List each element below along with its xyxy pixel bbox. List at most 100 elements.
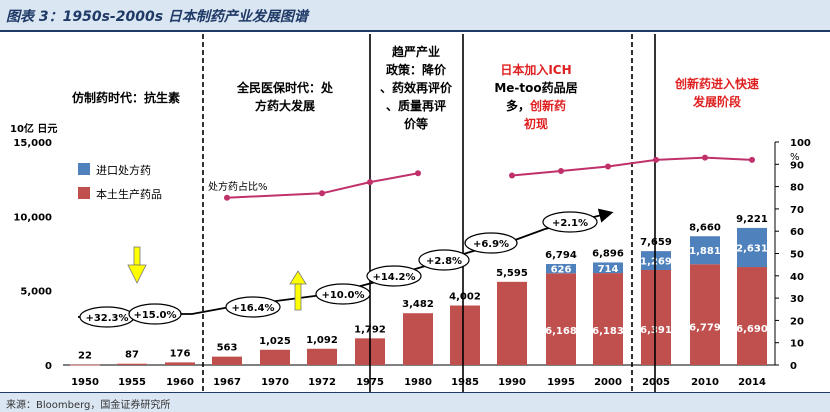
- growth-rate-label: +32.3%: [85, 313, 128, 324]
- header-bar: 图表 3：1950s-2000s 日本制药产业发展图谱: [0, 0, 830, 30]
- page-title: 图表 3：1950s-2000s 日本制药产业发展图谱: [6, 9, 308, 25]
- bar-domestic: [307, 348, 337, 365]
- rx-share-point: [224, 194, 230, 201]
- bar-total-label: 563: [217, 343, 238, 354]
- rx-share-point: [558, 167, 564, 174]
- left-tick-label: 10,000: [13, 212, 52, 223]
- x-tick-label: 1955: [118, 377, 146, 388]
- up-arrow-shaft: [294, 283, 302, 311]
- bar-total-label: 6,794: [545, 250, 577, 261]
- growth-rate-bubble: [418, 249, 470, 271]
- rx-share-line: [226, 172, 419, 199]
- left-axis-label: 10亿 日元: [10, 122, 57, 135]
- growth-rate-label: +10.0%: [321, 290, 364, 301]
- bar-total-label: 4,002: [449, 292, 481, 303]
- x-tick-label: 2014: [738, 377, 766, 388]
- era-label-policy: 趋严产业: [392, 44, 440, 59]
- header-rule: [0, 30, 830, 32]
- bar-domestic: [690, 264, 720, 365]
- x-tick-label: 1990: [498, 377, 526, 388]
- bar-domestic-label: 6,690: [736, 324, 768, 335]
- bar-total-label: 5,595: [496, 268, 528, 279]
- era-label-innovation-start: 初现: [524, 116, 548, 131]
- growth-rate-label: +14.2%: [372, 272, 415, 283]
- era-label-policy: 、药效再评价: [380, 80, 453, 95]
- left-tick-label: 5,000: [20, 287, 52, 298]
- x-tick-label: 1970: [261, 377, 289, 388]
- x-tick-label: 2005: [642, 377, 670, 388]
- bar-total-label: 1,092: [306, 335, 338, 346]
- x-tick-label: 1972: [308, 377, 336, 388]
- bar-total-label: 22: [78, 351, 92, 362]
- bar-domestic-label: 6,779: [689, 323, 721, 334]
- growth-rate-label: +16.4%: [231, 303, 274, 314]
- bar-import-label: 1,269: [640, 257, 672, 268]
- era-label-policy: 价等: [404, 116, 428, 131]
- rx-share-point: [702, 154, 708, 161]
- source-note: 来源：Bloomberg，国金证券研究所: [6, 400, 171, 411]
- right-axis-label: %: [790, 152, 800, 163]
- rx-share-line: [511, 156, 753, 177]
- right-tick-label: 90: [790, 160, 804, 171]
- growth-rate-bubble: [315, 283, 371, 305]
- bar-import: [737, 227, 767, 268]
- rx-share-point: [415, 170, 421, 177]
- x-tick-label: 1967: [213, 377, 241, 388]
- right-tick-label: 40: [790, 272, 804, 283]
- x-tick-label: 1995: [547, 377, 575, 388]
- bar-domestic-label: 6,391: [640, 325, 672, 336]
- bar-import: [641, 251, 671, 270]
- rx-share-point: [653, 156, 659, 163]
- bar-import-label: 1,881: [689, 246, 721, 257]
- era-label-innovation: 创新药进入快速: [674, 76, 759, 91]
- bar-domestic: [737, 267, 767, 365]
- rx-share-point: [319, 190, 325, 197]
- down-arrow-icon: [127, 264, 147, 284]
- bar-domestic: [593, 273, 623, 365]
- era-label-policy: 、质量再评: [386, 98, 446, 113]
- right-tick-label: 70: [790, 205, 804, 216]
- era-label-metoo-2: 多，创新药: [506, 98, 566, 113]
- bar-domestic: [260, 349, 290, 365]
- rx-share-point: [509, 172, 515, 179]
- growth-rate-bubble: [128, 303, 182, 325]
- right-tick-label: 50: [790, 250, 804, 261]
- bar-total-label: 1,025: [259, 336, 291, 347]
- bar-import-label: 714: [598, 264, 619, 275]
- growth-rate-label: +6.9%: [473, 239, 509, 250]
- growth-rate-label: +2.1%: [552, 218, 588, 229]
- down-arrow-shaft: [133, 246, 141, 266]
- bar-domestic: [165, 362, 195, 365]
- bar-import: [546, 263, 576, 274]
- right-tick-label: 100: [790, 138, 811, 149]
- right-tick-label: 20: [790, 316, 804, 327]
- bar-total-label: 3,482: [402, 299, 434, 310]
- bar-import: [690, 236, 720, 265]
- right-tick-label: 80: [790, 183, 804, 194]
- legend-label: 进口处方药: [96, 163, 151, 177]
- x-tick-label: 2010: [691, 377, 719, 388]
- x-tick-label: 1950: [71, 377, 99, 388]
- rx-share-point: [367, 179, 373, 186]
- bar-total-label: 8,660: [689, 222, 721, 233]
- bar-domestic: [497, 281, 527, 365]
- rx-share-point: [605, 163, 611, 170]
- rx-share-label: 处方药占比%: [208, 180, 268, 193]
- era-label-insurance: 方药大发展: [255, 98, 315, 113]
- bar-import-label: 2,631: [736, 243, 768, 254]
- era-label-policy: 政策：降价: [386, 62, 447, 77]
- growth-rate-bubble: [225, 296, 281, 318]
- bar-total-label: 176: [170, 348, 191, 359]
- bar-domestic: [117, 363, 147, 365]
- x-tick-label: 2000: [594, 377, 622, 388]
- right-tick-label: 30: [790, 294, 804, 305]
- era-label-ich: 日本加入ICH: [500, 62, 571, 77]
- x-tick-label: 1985: [451, 377, 479, 388]
- bar-domestic: [450, 305, 480, 365]
- bar-import: [593, 262, 623, 274]
- bar-domestic: [70, 364, 100, 366]
- growth-rate-label: +15.0%: [133, 310, 176, 321]
- x-tick-label: 1980: [404, 377, 432, 388]
- x-tick-label: 1960: [166, 377, 194, 388]
- right-tick-label: 10: [790, 339, 804, 350]
